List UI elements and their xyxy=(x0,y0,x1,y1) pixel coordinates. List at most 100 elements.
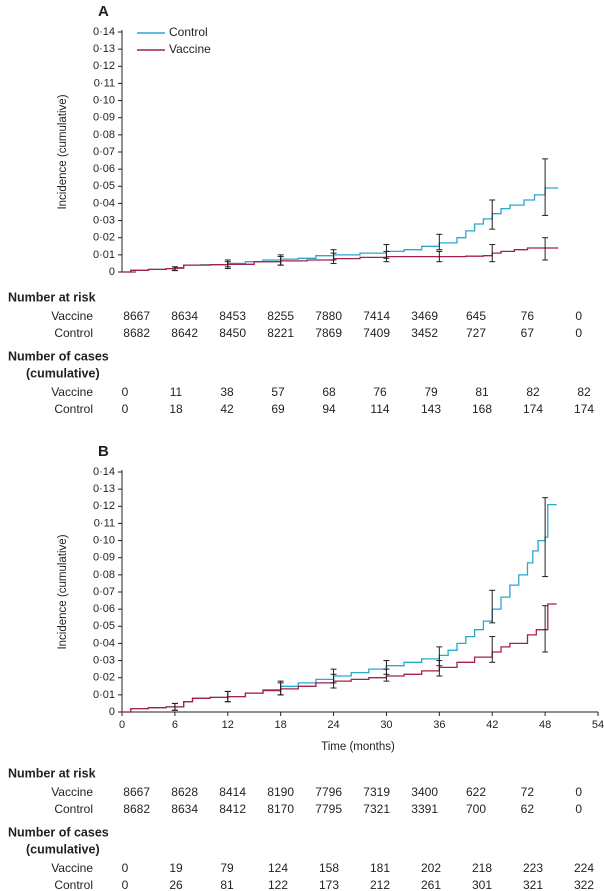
risk-cell: 7880 xyxy=(315,309,342,323)
panel-a: A 0 0·01 0·02 0·03 0·04 0·05 0·06 0·07 0·08 0·09 0·… xyxy=(57,3,559,278)
risk-cell: 8412 xyxy=(219,802,246,816)
y-tick-label: 0·02 xyxy=(93,672,115,684)
error-bar-vaccine xyxy=(171,266,178,272)
x-tick-label: 0 xyxy=(119,719,125,731)
error-bar-vaccine xyxy=(383,250,390,263)
y-tick-label: 0·06 xyxy=(93,163,115,175)
y-tick-label: 0·01 xyxy=(93,689,115,701)
risk-cell: 7414 xyxy=(363,309,390,323)
risk-cell: 0 xyxy=(575,326,582,340)
x-tick-label: 18 xyxy=(275,719,287,731)
error-bar-vaccine xyxy=(436,250,443,263)
error-bar-vaccine xyxy=(330,252,337,264)
cases-cell: 124 xyxy=(268,861,288,875)
error-bar-control xyxy=(542,158,549,216)
cases-cell: 19 xyxy=(169,861,183,875)
cases-cell: 42 xyxy=(220,402,234,416)
risk-cell: 8453 xyxy=(219,309,246,323)
cases-cell: 114 xyxy=(370,402,389,416)
y-axis-label: Incidence (cumulative) xyxy=(57,534,69,649)
risk-cell: 7795 xyxy=(315,802,342,816)
cases-cell: 322 xyxy=(574,878,594,891)
row-label: Vaccine xyxy=(51,785,93,799)
x-tick-label: 6 xyxy=(172,719,178,731)
cases-cell: 321 xyxy=(523,878,543,891)
x-tick-label: 12 xyxy=(222,719,234,731)
y-tick-label: 0·04 xyxy=(93,637,115,649)
cases-cell: 26 xyxy=(169,878,183,891)
y-tick-label: 0·05 xyxy=(93,620,115,632)
number-of-cases-subheading: (cumulative) xyxy=(26,842,100,856)
number-at-risk-heading: Number at risk xyxy=(8,290,96,304)
x-tick-label: 48 xyxy=(539,719,551,731)
cases-cell: 181 xyxy=(370,861,390,875)
cases-cell: 212 xyxy=(370,878,390,891)
panel-b: B 0 0·01 0·02 0·03 0·04 0·05 0·06 0·07 0·08 0·09 0·… xyxy=(57,443,604,753)
risk-cell: 8450 xyxy=(219,326,246,340)
risk-cell: 8682 xyxy=(123,326,150,340)
risk-cell: 8634 xyxy=(171,309,198,323)
risk-cell: 8667 xyxy=(123,309,150,323)
risk-cell: 7319 xyxy=(363,785,390,799)
y-tick-label: 0·03 xyxy=(93,654,115,666)
cases-cell: 79 xyxy=(220,861,234,875)
cases-cell: 68 xyxy=(322,385,336,399)
risk-cell: 7409 xyxy=(363,326,390,340)
error-bar-vaccine xyxy=(489,244,496,263)
cases-cell: 174 xyxy=(523,402,543,416)
error-bar-vaccine xyxy=(277,682,284,696)
cases-cell: 0 xyxy=(122,878,129,891)
risk-row-control: Control 8682 8634 8412 8170 7795 7321 3391 700 62… xyxy=(54,802,582,816)
error-bar-vaccine xyxy=(171,702,178,711)
risk-cell: 7869 xyxy=(315,326,342,340)
error-bar-control xyxy=(542,497,549,578)
x-axis-label: Time (months) xyxy=(321,741,395,753)
error-bar-vaccine xyxy=(330,673,337,689)
risk-cell: 67 xyxy=(521,326,535,340)
row-label: Control xyxy=(54,402,93,416)
risk-cell: 8170 xyxy=(267,802,294,816)
cases-cell: 57 xyxy=(271,385,285,399)
cases-cell: 174 xyxy=(574,402,594,416)
risk-cell: 7321 xyxy=(363,802,390,816)
error-bar-vaccine xyxy=(277,256,284,266)
y-tick-label: 0 xyxy=(109,706,115,718)
risk-cell: 8190 xyxy=(267,785,294,799)
y-tick-label: 0·07 xyxy=(93,586,115,598)
panel-letter: B xyxy=(98,443,109,460)
y-tick-label: 0·04 xyxy=(93,197,115,209)
risk-cell: 8221 xyxy=(267,326,294,340)
x-tick-label: 30 xyxy=(380,719,392,731)
risk-cell: 8667 xyxy=(123,785,150,799)
error-bar-control xyxy=(436,233,443,251)
cases-cell: 94 xyxy=(322,402,336,416)
cases-cell: 11 xyxy=(170,385,183,399)
risk-table-a: Number at risk Vaccine 8667 8634 8453 8255 788… xyxy=(8,290,594,416)
cases-row-control: Control 0 26 81 122 173 212 261 301 321 322 xyxy=(54,878,594,891)
row-label: Control xyxy=(54,878,93,891)
cases-cell: 261 xyxy=(421,878,441,891)
cases-row-vaccine: Vaccine 0 19 79 124 158 181 202 218 223 224 xyxy=(51,861,594,875)
cases-cell: 79 xyxy=(424,385,438,399)
risk-cell: 8682 xyxy=(123,802,150,816)
cases-cell: 168 xyxy=(472,402,492,416)
cases-cell: 143 xyxy=(421,402,441,416)
cases-row-vaccine: Vaccine 0 11 38 57 68 76 79 81 82 82 xyxy=(51,385,591,399)
y-tick-label: 0·01 xyxy=(93,249,115,261)
row-label: Vaccine xyxy=(51,385,93,399)
number-of-cases-heading: Number of cases xyxy=(8,349,109,363)
error-bar-vaccine xyxy=(542,605,549,653)
risk-cell: 8634 xyxy=(171,802,198,816)
risk-cell: 8628 xyxy=(171,785,198,799)
x-tick-label: 24 xyxy=(327,719,339,731)
legend-label: Control xyxy=(169,25,208,39)
y-tick-label: 0·14 xyxy=(93,466,115,478)
y-tick-label: 0·07 xyxy=(93,146,115,158)
y-tick-label: 0 xyxy=(109,266,115,278)
legend-item-control: Control xyxy=(137,25,208,39)
risk-row-vaccine: Vaccine 8667 8628 8414 8190 7796 7319 3400 622 72… xyxy=(51,785,582,799)
error-bar-vaccine xyxy=(224,259,231,270)
legend-label: Vaccine xyxy=(169,42,211,56)
row-label: Vaccine xyxy=(51,861,93,875)
